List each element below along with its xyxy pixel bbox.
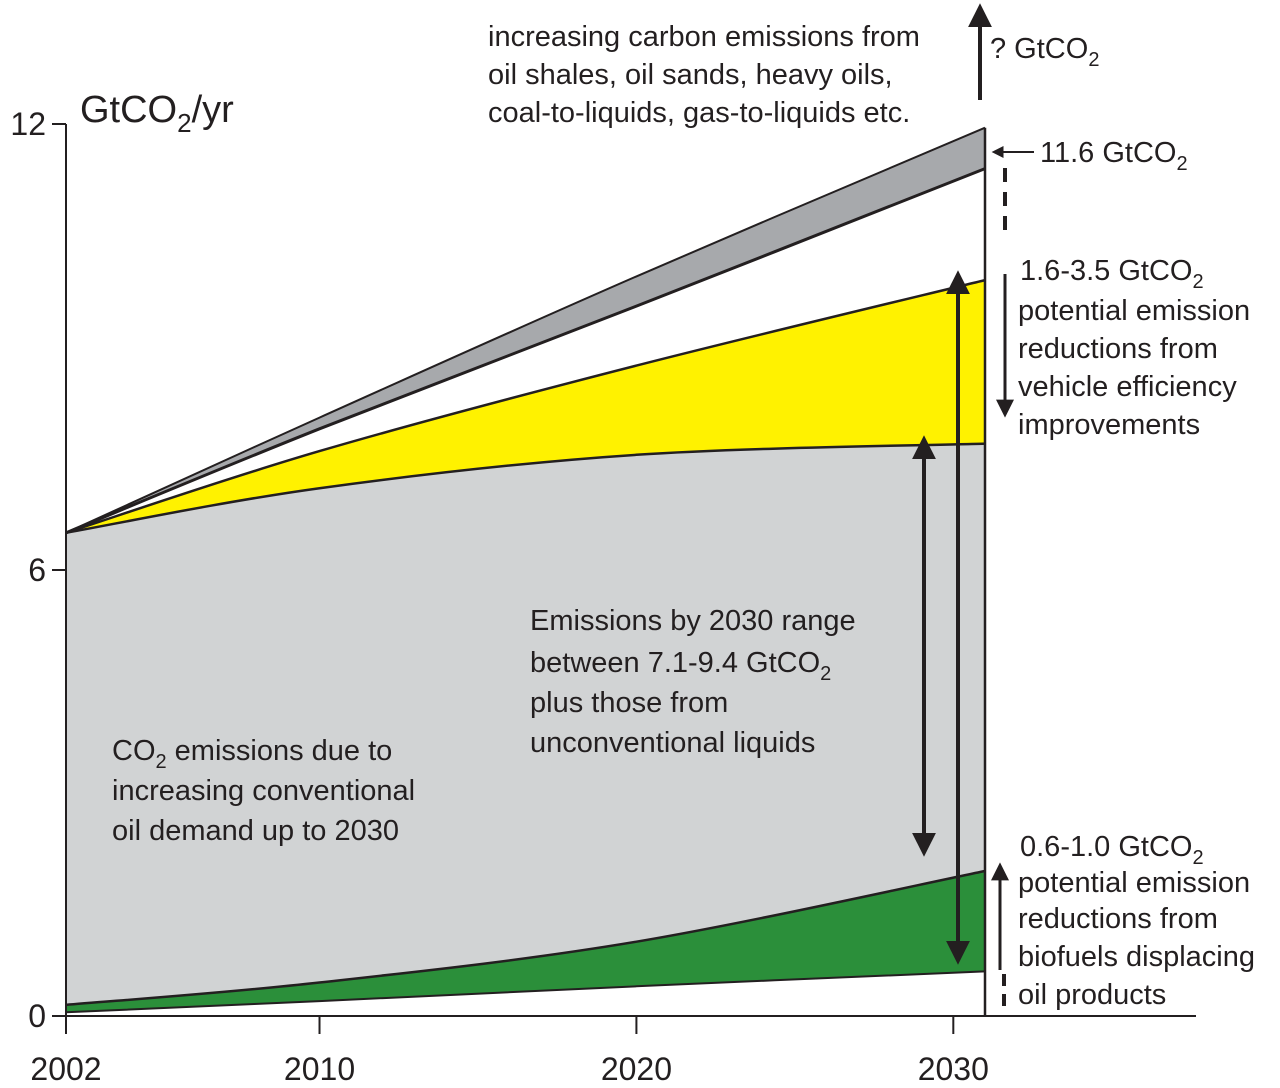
vehicle-efficiency-upper-line xyxy=(65,278,986,534)
y-axis-label: GtCO2/yr xyxy=(80,89,234,138)
biofuel-line-4: oil products xyxy=(1018,979,1166,1011)
biofuel-line-3: biofuels displacing xyxy=(1018,941,1255,973)
y-tick-label: 12 xyxy=(10,106,46,142)
x-tick-label: 2002 xyxy=(30,1051,101,1087)
biofuel-line-2: reductions from xyxy=(1018,903,1218,935)
conventional-upper-line xyxy=(65,442,986,535)
conventional-line-1: CO2 emissions due to xyxy=(112,735,392,773)
biofuel-line-1: potential emission xyxy=(1018,867,1250,899)
unconventional-line-3: coal-to-liquids, gas-to-liquids etc. xyxy=(488,97,910,129)
y-tick-label: 6 xyxy=(28,552,46,588)
range-line-4: unconventional liquids xyxy=(530,727,815,759)
vehicle-efficiency-reduction-area xyxy=(66,280,985,533)
biofuel-lower-line xyxy=(65,970,986,1014)
biofuel-annotation: 0.6-1.0 GtCO2 potential emission reducti… xyxy=(1018,831,1255,1011)
vehicle-line-1: potential emission xyxy=(1018,295,1250,327)
conventional-annotation: CO2 emissions due to increasing conventi… xyxy=(112,735,415,847)
y-axis-ticks: 0 6 12 xyxy=(10,106,66,1034)
conventional-oil-emissions-area xyxy=(66,443,985,1005)
vehicle-line-4: improvements xyxy=(1018,409,1200,441)
unconventional-upper-line xyxy=(65,126,986,534)
unconventional-line-1: increasing carbon emissions from xyxy=(488,21,920,53)
conventional-line-3: oil demand up to 2030 xyxy=(112,815,399,847)
vehicle-line-2: reductions from xyxy=(1018,333,1218,365)
y-tick-label: 0 xyxy=(28,998,46,1034)
range-line-1: Emissions by 2030 range xyxy=(530,605,856,637)
biofuel-reduction-area xyxy=(66,871,985,1013)
biofuel-upper-line xyxy=(65,869,986,1007)
unknown-increase-label: ? GtCO2 xyxy=(990,33,1099,71)
x-tick-label: 2030 xyxy=(918,1051,989,1087)
biofuel-value-label: 0.6-1.0 GtCO2 xyxy=(1020,831,1204,869)
x-tick-label: 2010 xyxy=(284,1051,355,1087)
x-tick-label: 2020 xyxy=(601,1051,672,1087)
range-annotation: Emissions by 2030 range between 7.1-9.4 … xyxy=(530,605,856,759)
conventional-line-2: increasing conventional xyxy=(112,775,415,807)
x-axis-ticks: 2002 2010 2020 2030 xyxy=(30,1016,989,1087)
unconventional-annotation: increasing carbon emissions from oil sha… xyxy=(488,21,920,129)
unconventional-emissions-band xyxy=(66,127,985,533)
range-line-3: plus those from xyxy=(530,687,728,719)
total-emissions-line xyxy=(65,167,986,535)
top-value-label: 11.6 GtCO2 xyxy=(1040,137,1188,175)
vehicle-annotation: 1.6-3.5 GtCO2 potential emission reducti… xyxy=(1018,255,1250,441)
vehicle-line-3: vehicle efficiency xyxy=(1018,371,1237,403)
range-line-2: between 7.1-9.4 GtCO2 xyxy=(530,647,831,685)
vehicle-value-label: 1.6-3.5 GtCO2 xyxy=(1020,255,1204,293)
unconventional-line-2: oil shales, oil sands, heavy oils, xyxy=(488,59,893,91)
